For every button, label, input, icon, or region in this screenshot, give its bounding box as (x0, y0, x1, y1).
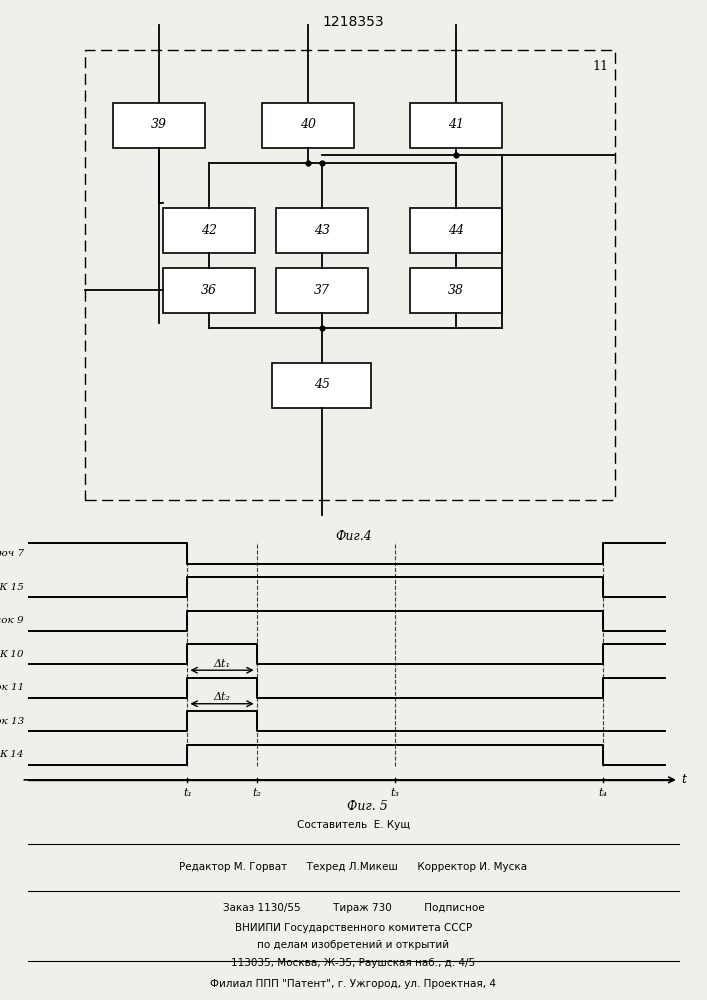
Text: 39: 39 (151, 118, 167, 131)
Text: Ключ 7: Ключ 7 (0, 549, 24, 558)
Text: Редактор М. Горват      Техред Л.Микеш      Корректор И. Муска: Редактор М. Горват Техред Л.Микеш Коррек… (180, 862, 527, 872)
Text: t₄: t₄ (598, 788, 607, 798)
Text: 42: 42 (201, 224, 216, 236)
Text: 38: 38 (448, 284, 464, 296)
Text: ВНИИПИ Государственного комитета СССР: ВНИИПИ Государственного комитета СССР (235, 923, 472, 933)
Text: Фиг. 5: Фиг. 5 (347, 800, 388, 813)
Text: Δt₂: Δt₂ (214, 692, 230, 702)
Text: К 10: К 10 (0, 650, 24, 659)
Text: 36: 36 (201, 284, 216, 296)
Text: 113035, Москва, Ж-35, Раушская наб., д. 4/5: 113035, Москва, Ж-35, Раушская наб., д. … (231, 958, 476, 968)
Text: 40: 40 (300, 118, 315, 131)
Text: t₃: t₃ (390, 788, 399, 798)
Text: Блок 9: Блок 9 (0, 616, 24, 625)
Text: Фиг.4: Фиг.4 (335, 530, 372, 543)
Text: Блок 11: Блок 11 (0, 683, 24, 692)
Text: 43: 43 (314, 224, 329, 236)
Bar (410, 103, 502, 147)
Text: Заказ 1130/55          Тираж 730          Подписное: Заказ 1130/55 Тираж 730 Подписное (223, 903, 484, 913)
Text: 11: 11 (592, 60, 608, 73)
Text: Филиал ППП "Патент", г. Ужгород, ул. Проектная, 4: Филиал ППП "Патент", г. Ужгород, ул. Про… (211, 979, 496, 989)
Bar (113, 103, 205, 147)
Bar (276, 208, 368, 252)
Text: t: t (682, 773, 686, 786)
Bar (272, 362, 371, 408)
Text: 45: 45 (314, 378, 329, 391)
Text: К 14: К 14 (0, 750, 24, 759)
Text: 41: 41 (448, 118, 464, 131)
Text: 1218353: 1218353 (322, 15, 385, 29)
Text: К 8, К 15: К 8, К 15 (0, 583, 24, 592)
Text: Блок 13: Блок 13 (0, 717, 24, 726)
Bar (262, 103, 354, 147)
Bar (163, 208, 255, 252)
Text: по делам изобретений и открытий: по делам изобретений и открытий (257, 940, 450, 950)
Text: Δt₁: Δt₁ (214, 659, 230, 669)
Text: 44: 44 (448, 224, 464, 236)
Bar (410, 208, 502, 252)
Bar (163, 267, 255, 312)
Bar (410, 267, 502, 312)
Text: t₁: t₁ (183, 788, 192, 798)
Bar (85, 50, 615, 500)
Text: Составитель  Е. Кущ: Составитель Е. Кущ (297, 820, 410, 830)
Text: 37: 37 (314, 284, 329, 296)
Text: t₂: t₂ (252, 788, 261, 798)
Bar (276, 267, 368, 312)
